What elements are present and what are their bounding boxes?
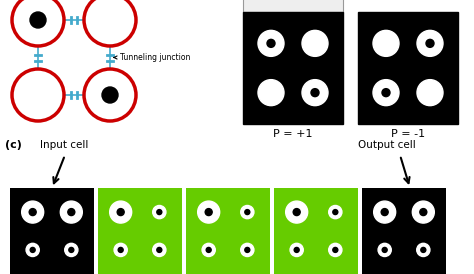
- Circle shape: [118, 247, 123, 252]
- Circle shape: [117, 209, 124, 216]
- Circle shape: [417, 30, 443, 56]
- Circle shape: [267, 39, 275, 47]
- Circle shape: [157, 210, 162, 215]
- Bar: [274, 188, 358, 274]
- Circle shape: [241, 206, 254, 219]
- Circle shape: [153, 206, 166, 219]
- Bar: [362, 188, 446, 274]
- Circle shape: [22, 201, 44, 223]
- Circle shape: [382, 247, 387, 252]
- Circle shape: [302, 80, 328, 106]
- Circle shape: [202, 243, 215, 256]
- Circle shape: [258, 30, 284, 56]
- Circle shape: [241, 243, 254, 256]
- Circle shape: [333, 247, 338, 252]
- Circle shape: [69, 247, 74, 252]
- Circle shape: [198, 201, 219, 223]
- Circle shape: [373, 30, 399, 56]
- Circle shape: [374, 201, 396, 223]
- Circle shape: [29, 209, 36, 216]
- Circle shape: [206, 247, 211, 252]
- Circle shape: [60, 201, 82, 223]
- Circle shape: [30, 12, 46, 28]
- Circle shape: [157, 247, 162, 252]
- Circle shape: [290, 243, 303, 256]
- Text: P = +1: P = +1: [273, 129, 313, 139]
- Circle shape: [26, 243, 39, 256]
- Circle shape: [65, 243, 78, 256]
- Text: Output cell: Output cell: [358, 140, 416, 150]
- Circle shape: [84, 0, 136, 46]
- Bar: [243, 0, 343, 12]
- Bar: [243, 12, 343, 124]
- Circle shape: [114, 243, 128, 256]
- Circle shape: [329, 243, 342, 256]
- Circle shape: [12, 69, 64, 121]
- Circle shape: [84, 69, 136, 121]
- Circle shape: [153, 243, 166, 256]
- Circle shape: [30, 247, 35, 252]
- Circle shape: [293, 209, 300, 216]
- Bar: [358, 12, 458, 124]
- Circle shape: [412, 201, 434, 223]
- Circle shape: [381, 209, 388, 216]
- Circle shape: [378, 243, 391, 256]
- Circle shape: [68, 209, 75, 216]
- Circle shape: [420, 209, 427, 216]
- Circle shape: [333, 210, 338, 215]
- Circle shape: [373, 80, 399, 106]
- Circle shape: [12, 0, 64, 46]
- Text: Input cell: Input cell: [40, 140, 88, 150]
- Circle shape: [382, 89, 390, 97]
- Bar: [186, 188, 270, 274]
- Circle shape: [417, 80, 443, 106]
- Bar: [98, 188, 182, 274]
- Circle shape: [205, 209, 212, 216]
- Circle shape: [102, 87, 118, 103]
- Text: P = -1: P = -1: [391, 129, 425, 139]
- Circle shape: [245, 247, 250, 252]
- Circle shape: [311, 89, 319, 97]
- Circle shape: [286, 201, 308, 223]
- Text: Tunneling junction: Tunneling junction: [114, 53, 191, 62]
- Circle shape: [258, 80, 284, 106]
- Circle shape: [245, 210, 250, 215]
- Circle shape: [302, 30, 328, 56]
- Circle shape: [421, 247, 426, 252]
- Circle shape: [294, 247, 299, 252]
- Circle shape: [426, 39, 434, 47]
- Text: (c): (c): [5, 140, 22, 150]
- Circle shape: [417, 243, 430, 256]
- Bar: [10, 188, 94, 274]
- Circle shape: [329, 206, 342, 219]
- Circle shape: [109, 201, 132, 223]
